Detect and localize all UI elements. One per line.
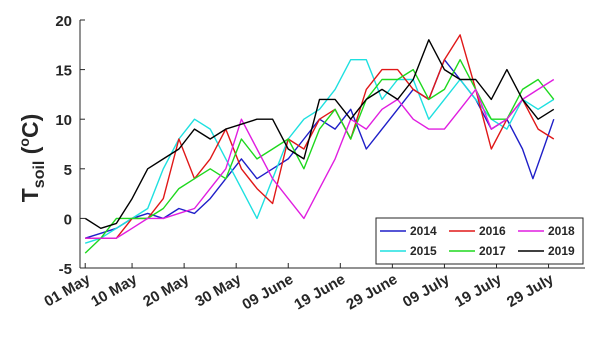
series-line-2014: [84, 59, 555, 239]
legend-box: [375, 217, 584, 265]
y-tick-label: 0: [64, 211, 72, 228]
series-line-2018: [85, 78, 555, 239]
y-axis-title-unit-sup: o: [16, 138, 32, 147]
series-lines: [84, 34, 555, 254]
x-tick-label: 10 May: [88, 270, 140, 310]
series-line-2016: [85, 34, 555, 239]
legend-label-2019: 2019: [548, 244, 575, 258]
y-tick-label: 5: [64, 162, 72, 179]
x-tick-label: 09 July: [400, 270, 453, 310]
y-axis-ticks: -5 0 5 10 15 20: [55, 13, 85, 278]
y-axis-title-main: T: [17, 188, 43, 202]
series-line-2019: [84, 39, 555, 230]
x-tick-label: 19 July: [452, 270, 505, 310]
x-tick-label: 09 June: [239, 271, 296, 314]
y-axis-title-unit-close: C): [17, 114, 43, 138]
y-tick-label: 15: [55, 63, 72, 80]
legend-label-2014: 2014: [410, 224, 437, 238]
y-tick-label: -5: [59, 261, 72, 278]
legend-label-2016: 2016: [479, 224, 506, 238]
x-tick-label: 30 May: [192, 270, 244, 310]
legend-label-2017: 2017: [479, 244, 506, 258]
y-axis-title-sub: soil: [31, 161, 48, 189]
y-axis-title-unit-open: (: [17, 146, 43, 160]
legend: 2014 2015 2016 2017 2018 2019: [375, 217, 584, 265]
y-axis-title: Tsoil (oC): [16, 114, 48, 203]
axes: [79, 20, 585, 269]
svg-text:Tsoil (oC): Tsoil (oC): [16, 114, 48, 203]
x-tick-label: 29 July: [504, 270, 557, 310]
series-line-2015: [84, 59, 555, 244]
y-tick-label: 10: [55, 112, 72, 129]
x-tick-label: 29 June: [343, 271, 400, 314]
y-tick-label: 20: [55, 13, 72, 30]
legend-label-2018: 2018: [548, 224, 575, 238]
legend-label-2015: 2015: [410, 244, 437, 258]
x-tick-label: 19 June: [291, 271, 348, 314]
x-tick-label: 20 May: [140, 270, 192, 310]
